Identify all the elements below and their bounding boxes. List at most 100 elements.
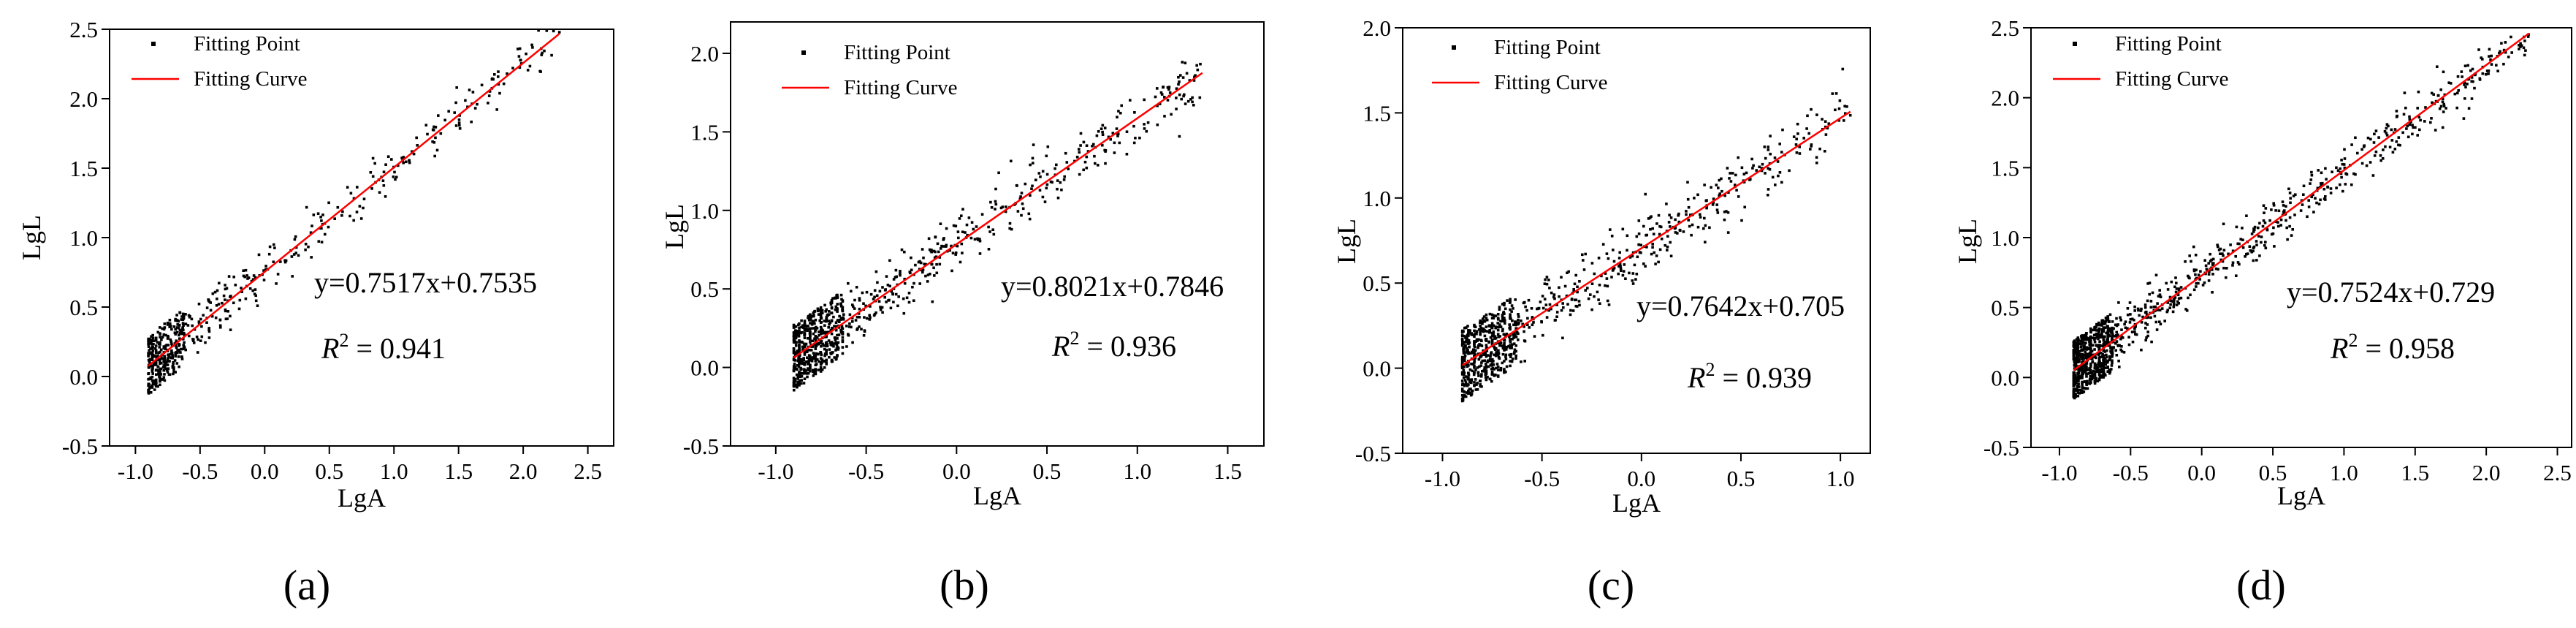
fitting-point (2087, 368, 2089, 371)
fitting-point (2102, 338, 2106, 342)
fitting-point (2504, 50, 2507, 54)
fitting-point (847, 333, 850, 336)
fitting-point (2082, 390, 2086, 393)
fitting-point (2510, 51, 2513, 54)
fitting-point (2111, 359, 2114, 362)
fitting-point (238, 298, 242, 302)
fitting-point (2210, 258, 2213, 262)
fitting-point (149, 377, 153, 380)
fitting-point (1499, 319, 1502, 323)
fitting-point (2093, 328, 2097, 332)
fitting-point (2276, 221, 2279, 224)
fitting-point (2341, 162, 2344, 166)
fitting-point (2098, 375, 2102, 379)
fitting-point (911, 285, 914, 289)
fitting-point (1492, 317, 1495, 319)
x-axis-label: LgA (338, 483, 386, 512)
fitting-point (1501, 361, 1504, 365)
fitting-point (1548, 303, 1552, 306)
fitting-point (2085, 336, 2088, 338)
fitting-point (1485, 318, 1489, 322)
fitting-point (2133, 330, 2136, 333)
fitting-point (1501, 329, 1504, 333)
fitting-point (830, 332, 834, 336)
fitting-point (1482, 369, 1486, 373)
y-tick-label: 0.5 (69, 295, 98, 320)
fitting-point (793, 366, 797, 369)
fitting-point (2225, 276, 2228, 279)
fitting-point (1463, 384, 1466, 387)
fitting-point (2075, 364, 2078, 368)
fitting-point (834, 296, 837, 300)
fitting-point (215, 304, 218, 307)
fitting-point (530, 43, 533, 47)
fitting-point (2207, 279, 2211, 282)
fitting-point (1094, 162, 1097, 165)
fitting-point (2173, 285, 2176, 289)
fitting-point (2108, 344, 2111, 347)
fitting-point (1726, 167, 1729, 170)
fitting-point (795, 333, 798, 336)
y-tick-label: 1.5 (1991, 155, 2019, 181)
fitting-point (1517, 338, 1520, 341)
fitting-point (1696, 193, 1699, 197)
fitting-point (1486, 330, 1489, 333)
fitting-point (2175, 287, 2179, 290)
fitting-point (816, 358, 819, 361)
fitting-point (967, 216, 971, 219)
fitting-point (2418, 128, 2421, 132)
fitting-point (863, 316, 866, 319)
fitting-point (809, 327, 812, 330)
fitting-point (1815, 162, 1818, 164)
fitting-point (2282, 204, 2285, 207)
fitting-point (2084, 346, 2088, 349)
fitting-point (1649, 227, 1652, 231)
fitting-point (1626, 234, 1629, 238)
fitting-point (2222, 254, 2225, 257)
fitting-point (2160, 307, 2164, 310)
fitting-point (163, 326, 167, 329)
fitting-point (454, 101, 457, 105)
fitting-point (1516, 322, 1520, 326)
fitting-point (862, 302, 865, 305)
fitting-point (204, 341, 207, 344)
fitting-point (1512, 323, 1515, 327)
fitting-point (1505, 333, 1509, 336)
fitting-point (264, 268, 267, 271)
fitting-point (254, 288, 257, 291)
fitting-point (1471, 350, 1474, 354)
fitting-point (1490, 324, 1494, 328)
fitting-point (2085, 332, 2088, 335)
fitting-point (991, 228, 994, 231)
fitting-point (2211, 273, 2214, 276)
fitting-point (2081, 352, 2084, 356)
fitting-point (1046, 145, 1050, 148)
y-tick-label: 2.5 (69, 17, 98, 42)
fitting-point (1462, 376, 1466, 379)
fitting-point (384, 195, 387, 198)
fitting-point (2500, 42, 2503, 45)
fitting-point (2488, 55, 2491, 58)
fitting-point (2146, 323, 2149, 326)
fitting-point (2282, 211, 2286, 214)
fitting-point (2260, 235, 2263, 238)
fitting-point (1103, 126, 1107, 129)
fitting-point (803, 350, 807, 354)
fitting-point (794, 379, 797, 383)
fitting-point (838, 314, 841, 318)
fitting-point (2272, 226, 2275, 230)
fitting-point (1460, 344, 1464, 347)
fitting-point (2105, 319, 2108, 322)
fitting-point (2074, 356, 2077, 360)
fitting-point (424, 124, 428, 126)
fitting-point (1712, 201, 1715, 204)
fitting-point (1490, 372, 1494, 376)
fitting-point (978, 238, 981, 241)
fitting-point (1485, 378, 1488, 382)
fitting-point (1024, 182, 1027, 186)
fitting-point (2263, 211, 2266, 214)
fitting-point (2085, 382, 2088, 385)
fitting-point (2416, 134, 2419, 137)
y-tick-label: 0.5 (1363, 271, 1391, 296)
fitting-point (2139, 309, 2143, 312)
